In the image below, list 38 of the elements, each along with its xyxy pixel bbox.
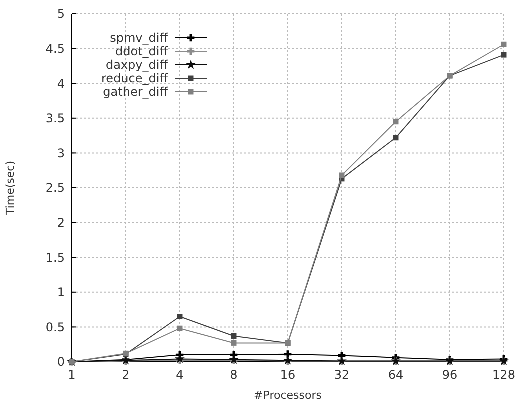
- x-tick-label: 96: [442, 368, 458, 382]
- legend-label: daxpy_diff: [106, 58, 169, 72]
- y-tick-label: 5: [57, 7, 65, 22]
- y-tick-label: 4.5: [46, 42, 65, 56]
- x-tick-label: 32: [334, 368, 350, 382]
- point: [393, 119, 399, 125]
- y-tick-label: 1.5: [46, 250, 65, 265]
- x-tick-label: 2: [122, 368, 130, 382]
- y-tick-label: 2.5: [46, 181, 65, 196]
- x-tick-label: 16: [280, 368, 296, 382]
- x-tick-label: 4: [176, 368, 184, 382]
- y-tick-label: 0: [57, 355, 65, 370]
- x-tick-label: 1: [68, 368, 76, 382]
- legend-label: ddot_diff: [116, 44, 169, 59]
- x-axis-title: #Processors: [254, 389, 322, 402]
- legend-label: reduce_diff: [102, 72, 169, 86]
- y-tick-label: 3.5: [46, 112, 65, 126]
- point: [175, 354, 185, 364]
- x-tick-label: 8: [230, 368, 238, 382]
- point: [501, 52, 507, 58]
- y-axis-title: Time(sec): [4, 160, 17, 216]
- point: [231, 340, 237, 346]
- point: [339, 172, 345, 178]
- y-tick-label: 1: [57, 286, 65, 300]
- legend-label: gather_diff: [103, 85, 169, 100]
- point: [501, 42, 507, 48]
- point: [177, 326, 183, 332]
- y-tick-label: 2: [57, 216, 65, 230]
- x-tick-label: 64: [388, 368, 404, 382]
- y-tick-label: 4: [57, 76, 65, 91]
- point: [283, 355, 293, 365]
- point: [393, 135, 399, 141]
- y-tick-label: 3: [57, 146, 65, 160]
- point: [177, 314, 183, 320]
- point: [231, 334, 237, 339]
- x-tick-label: 128: [492, 368, 516, 382]
- legend-label: spmv_diff: [110, 31, 169, 46]
- y-tick-label: 0.5: [46, 320, 65, 334]
